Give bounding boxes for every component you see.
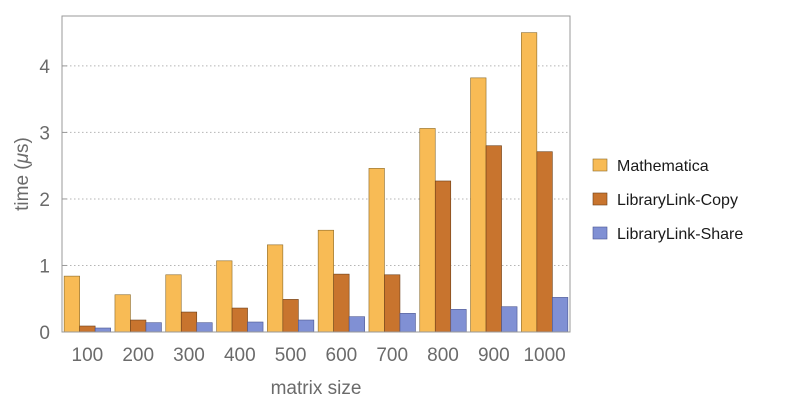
bar-librarylink-share xyxy=(298,319,315,333)
bar-librarylink-share xyxy=(247,321,264,333)
bars xyxy=(63,32,569,333)
bar-mathematica xyxy=(267,244,284,333)
x-tick-label: 500 xyxy=(275,345,307,366)
y-axis-label-prefix: time ( xyxy=(12,163,33,211)
x-tick-label: 700 xyxy=(376,345,408,366)
x-tick-label: 1000 xyxy=(523,345,565,366)
x-tick-label: 300 xyxy=(173,345,205,366)
bar-librarylink-copy xyxy=(485,145,502,333)
bar-mathematica xyxy=(470,77,487,333)
legend-swatch xyxy=(592,192,608,206)
bar-librarylink-copy xyxy=(180,311,198,333)
bar-librarylink-copy xyxy=(231,307,248,333)
y-tick-label: 1 xyxy=(39,256,50,277)
legend-swatch xyxy=(592,226,608,240)
y-tick-label: 0 xyxy=(39,323,50,344)
bar-librarylink-copy xyxy=(79,325,96,333)
bar-mathematica xyxy=(419,128,436,333)
bar-librarylink-share xyxy=(501,306,518,333)
bar-librarylink-share xyxy=(348,316,365,333)
bar-librarylink-share xyxy=(94,327,111,333)
bar-librarylink-copy xyxy=(130,319,147,333)
bar-librarylink-share xyxy=(450,309,467,333)
x-tick-label: 900 xyxy=(478,345,510,366)
bar-mathematica xyxy=(521,32,538,333)
x-axis-ticks: 100 200 300 400 500 600 700 800 900 1000 xyxy=(72,345,566,366)
bar-mathematica xyxy=(165,274,182,333)
legend-label: LibraryLink-Share xyxy=(617,226,743,243)
bar-librarylink-share xyxy=(196,322,213,333)
y-axis-label: time (μs) xyxy=(12,137,33,211)
x-tick-label: 100 xyxy=(72,345,104,366)
y-tick-label: 4 xyxy=(39,57,50,78)
bar-librarylink-copy xyxy=(434,180,452,333)
bar-librarylink-copy xyxy=(536,151,553,333)
bar-mathematica xyxy=(216,260,233,333)
x-tick-label: 600 xyxy=(326,345,358,366)
bar-mathematica xyxy=(63,275,80,333)
legend-swatch xyxy=(592,158,608,172)
bar-librarylink-share xyxy=(399,313,416,333)
y-axis-ticks: 0 1 2 3 4 xyxy=(39,57,67,344)
gridlines xyxy=(62,65,570,266)
x-tick-label: 800 xyxy=(427,345,459,366)
x-tick-label: 400 xyxy=(224,345,256,366)
bar-librarylink-copy xyxy=(384,274,401,333)
bar-librarylink-share xyxy=(145,322,162,333)
y-axis-label-suffix: s) xyxy=(12,137,33,153)
plot-frame xyxy=(61,15,571,333)
x-axis-label: matrix size xyxy=(271,378,362,399)
legend-label: LibraryLink-Copy xyxy=(617,192,738,209)
bar-mathematica xyxy=(368,168,385,333)
legend-label: Mathematica xyxy=(617,158,709,175)
y-tick-label: 2 xyxy=(39,190,50,211)
bar-mathematica xyxy=(317,229,334,333)
bar-librarylink-share xyxy=(552,297,569,333)
bar-mathematica xyxy=(114,294,131,333)
y-tick-label: 3 xyxy=(39,123,50,144)
legend: Mathematica LibraryLink-Copy LibraryLink-S… xyxy=(592,158,743,243)
bar-librarylink-copy xyxy=(282,299,299,333)
y-axis-label-unit: μ xyxy=(12,152,33,164)
x-tick-label: 200 xyxy=(122,345,154,366)
bar-librarylink-copy xyxy=(333,273,350,333)
